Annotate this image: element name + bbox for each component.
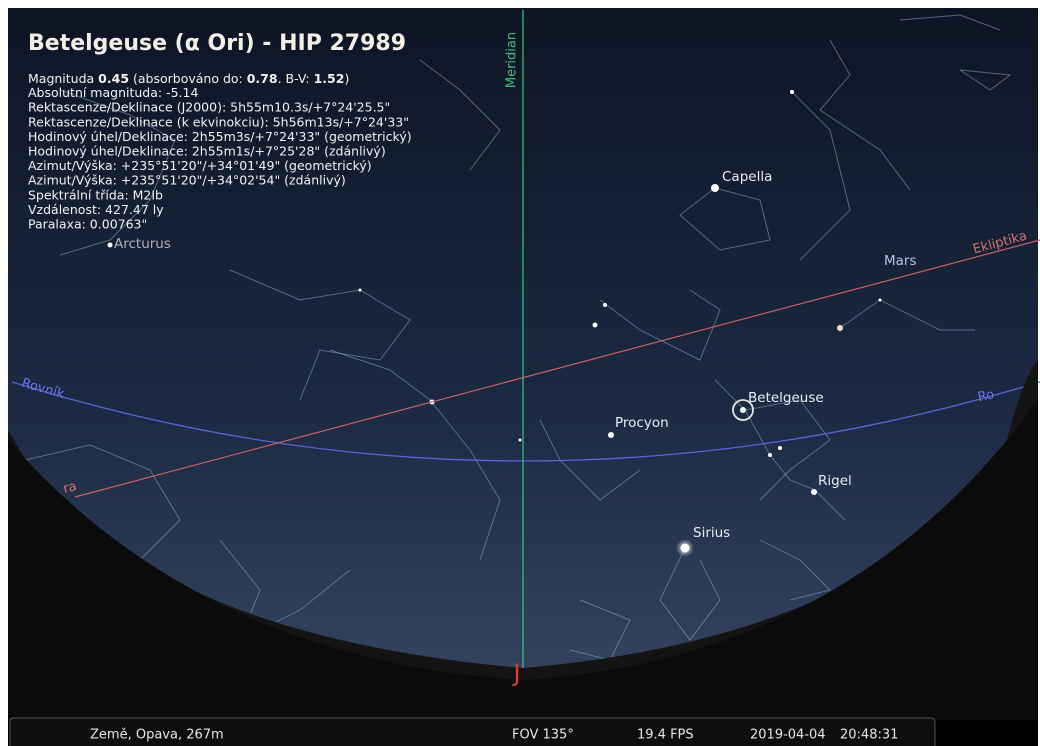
star [593,323,598,328]
info-line: Paralaxa: 0.00763" [28,217,147,232]
star-label: Sirius [693,525,730,541]
status-fov: FOV 135° [512,728,574,743]
info-text: . B-V: [278,71,314,86]
star [811,489,817,495]
info-line: Rektascenze/Deklinace (k ekvinokciu): 5h… [28,114,409,129]
star [790,90,794,94]
info-line: Hodinový úhel/Deklinace: 2h55m1s/+7°25'2… [28,144,386,159]
info-title: Betelgeuse (α Ori) - HIP 27989 [28,31,406,56]
info-line: Spektrální třída: M2Ib [28,187,163,202]
star [740,407,746,413]
status-location: Země, Opava, 267m [90,728,224,743]
info-value: 0.78 [247,71,278,86]
info-text: Magnituda [28,71,98,86]
star [768,453,772,457]
cardinal-south: J [511,659,520,687]
stellarium-window: Meridian Ekliptika ra Rovník Ro J Capell… [0,0,1040,746]
star [681,544,690,553]
star-label: Arcturus [114,236,171,252]
planet-label: Mars [884,253,917,269]
info-line: Rektascenze/Deklinace (J2000): 5h55m10.3… [28,100,390,115]
info-line: Azimut/Výška: +235°51'20"/+34°01'49" (ge… [28,158,372,173]
status-fps: 19.4 FPS [637,728,694,743]
star-label: Capella [722,169,772,185]
star-label: Procyon [615,415,669,431]
star [711,184,719,192]
info-line: Vzdálenost: 427.47 ly [28,202,164,217]
info-text: ) [344,71,349,86]
star-label: Rigel [818,473,852,489]
star [879,299,882,302]
status-bar: Země, Opava, 267m FOV 135° 19.4 FPS 2019… [8,718,1038,746]
status-time: 20:48:31 [840,728,898,743]
info-value: 1.52 [314,71,345,86]
star [778,446,782,450]
info-line: Absolutní magnituda: -5.14 [28,85,198,100]
star [603,303,607,307]
star [608,432,614,438]
star [519,439,522,442]
planet-mars [837,325,843,331]
status-date: 2019-04-04 [750,728,826,743]
info-line: Hodinový úhel/Deklinace: 2h55m3s/+7°24'3… [28,129,412,144]
meridian-label: Meridian [505,32,520,88]
star [108,243,113,248]
info-line: Magnituda 0.45 (absorbováno do: 0.78. B-… [28,71,349,86]
info-text: (absorbováno do: [129,71,247,86]
info-line: Azimut/Výška: +235°51'20"/+34°02'54" (zd… [28,173,346,188]
star-label: Betelgeuse [748,390,824,406]
star [359,289,362,292]
info-value: 0.45 [98,71,129,86]
